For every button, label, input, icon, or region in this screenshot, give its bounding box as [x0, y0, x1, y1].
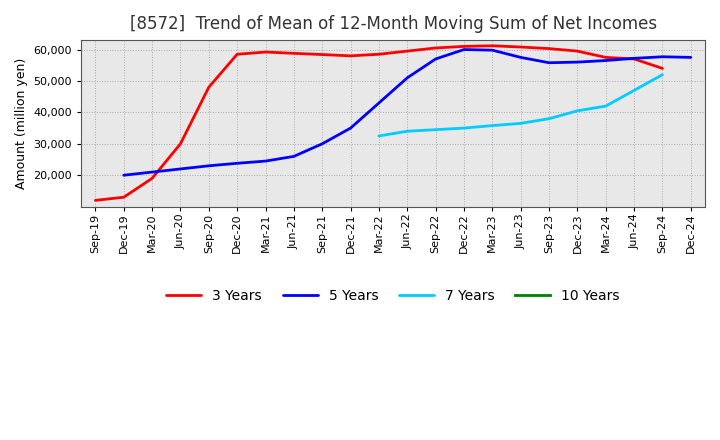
- Legend: 3 Years, 5 Years, 7 Years, 10 Years: 3 Years, 5 Years, 7 Years, 10 Years: [161, 283, 625, 308]
- Y-axis label: Amount (million yen): Amount (million yen): [15, 58, 28, 189]
- Title: [8572]  Trend of Mean of 12-Month Moving Sum of Net Incomes: [8572] Trend of Mean of 12-Month Moving …: [130, 15, 657, 33]
